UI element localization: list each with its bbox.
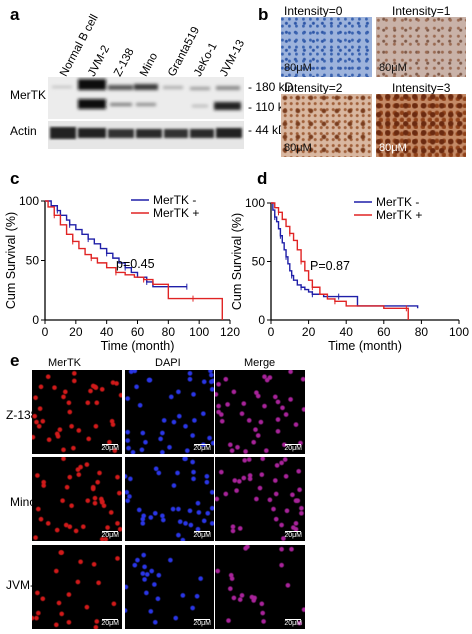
- if-image-z-138-dapi: 20μM: [125, 370, 214, 454]
- x-tick-label: 100: [449, 325, 469, 339]
- if-scale-bar: [285, 444, 301, 445]
- km-curve-mertk-neg: [45, 200, 187, 288]
- if-scale-label: 20μM: [284, 620, 302, 627]
- panel-b-label: b: [258, 5, 269, 24]
- if-scale-label: 20μM: [193, 620, 211, 627]
- ihc-image-intensity-2: 80μM: [281, 94, 372, 157]
- ihc-title-3: Intensity=3: [392, 81, 451, 95]
- x-tick-label: 40: [100, 325, 114, 339]
- if-scale-label: 20μM: [101, 445, 119, 452]
- x-tick-label: 80: [162, 325, 176, 339]
- panel-d-label: d: [257, 169, 268, 188]
- x-tick-label: 100: [189, 325, 209, 339]
- km-curve-mertk-pos: [271, 202, 409, 320]
- mertk-blot-image: [48, 77, 244, 119]
- actin-blot-image: [48, 121, 244, 149]
- if-row-mino: Mino: [10, 495, 37, 509]
- y-tick-label: 100: [19, 194, 39, 208]
- if-scale-label: 20μM: [193, 532, 211, 539]
- x-tick-label: 60: [377, 325, 391, 339]
- if-image-z-138-merge: 20μM: [215, 370, 305, 454]
- km-curve-mertk-pos: [45, 200, 223, 320]
- legend-label: MerTK -: [153, 193, 196, 207]
- if-col-mertk: MerTK: [48, 357, 81, 369]
- if-row-z138: Z-138: [6, 408, 38, 422]
- if-image-jvm-2-merge: 20μM: [215, 545, 305, 629]
- ihc-scale-3: 80μM: [379, 142, 407, 154]
- x-tick-label: 40: [340, 325, 354, 339]
- ihc-scale-2: 80μM: [284, 142, 312, 154]
- if-scale-bar: [194, 619, 210, 620]
- p-value: p=0.45: [116, 257, 155, 271]
- if-col-dapi: DAPI: [155, 357, 181, 369]
- ihc-scale-1: 80μM: [379, 62, 407, 74]
- if-image-mino-merge: 20μM: [215, 457, 305, 541]
- if-scale-bar: [194, 444, 210, 445]
- y-tick-label: 0: [258, 313, 265, 327]
- x-tick-label: 20: [302, 325, 316, 339]
- ihc-title-1: Intensity=1: [392, 4, 451, 18]
- panel-e-label: e: [10, 351, 20, 370]
- ihc-title-2: Intensity=2: [284, 81, 343, 95]
- marker-180kd: - 180 kD: [248, 80, 294, 94]
- ihc-title-0: Intensity=0: [284, 4, 343, 18]
- y-tick-label: 100: [245, 196, 265, 210]
- panel-c-label: c: [10, 169, 20, 188]
- x-tick-label: 0: [268, 325, 275, 339]
- marker-44kd: - 44 kD: [248, 123, 287, 137]
- if-image-z-138-mertk: 20μM: [32, 370, 122, 454]
- x-tick-label: 20: [69, 325, 83, 339]
- blot-row-label-mertk: MerTK: [10, 88, 46, 102]
- ihc-image-intensity-1: 80μM: [376, 17, 466, 77]
- if-scale-label: 20μM: [101, 532, 119, 539]
- y-tick-label: 50: [26, 254, 40, 268]
- if-scale-bar: [102, 531, 118, 532]
- x-tick-label: 120: [220, 325, 240, 339]
- if-scale-bar: [194, 531, 210, 532]
- if-scale-bar: [102, 444, 118, 445]
- ihc-scale-0: 80μM: [284, 62, 312, 74]
- blot-row-label-actin: Actin: [10, 124, 37, 138]
- if-image-jvm-2-mertk: 20μM: [32, 545, 122, 629]
- if-image-mino-mertk: 20μM: [32, 457, 122, 541]
- if-image-mino-dapi: 20μM: [125, 457, 214, 541]
- legend-label: MerTK +: [153, 206, 199, 220]
- legend-label: MerTK +: [376, 208, 422, 222]
- x-tick-label: 80: [415, 325, 429, 339]
- if-scale-bar: [285, 619, 301, 620]
- x-tick-label: 0: [42, 325, 49, 339]
- if-col-merge: Merge: [244, 357, 276, 369]
- if-scale-label: 20μM: [284, 532, 302, 539]
- km-curve-mertk-neg: [271, 202, 419, 309]
- ihc-image-intensity-0: 80μM: [281, 17, 372, 77]
- if-scale-label: 20μM: [101, 620, 119, 627]
- if-scale-bar: [285, 531, 301, 532]
- y-tick-label: 0: [32, 313, 39, 327]
- y-tick-label: 50: [252, 255, 266, 269]
- if-scale-bar: [102, 619, 118, 620]
- ihc-image-intensity-3: 80μM: [376, 94, 466, 157]
- x-axis-label: Time (month): [328, 339, 402, 353]
- if-scale-label: 20μM: [284, 445, 302, 452]
- if-image-jvm-2-dapi: 20μM: [125, 545, 214, 629]
- panel-a-label: a: [10, 5, 20, 24]
- x-tick-label: 60: [131, 325, 145, 339]
- p-value: P=0.87: [310, 259, 350, 273]
- if-scale-label: 20μM: [193, 445, 211, 452]
- y-axis-label: Cum Survival (%): [4, 212, 18, 309]
- x-axis-label: Time (month): [101, 339, 175, 353]
- legend-label: MerTK -: [376, 195, 419, 209]
- y-axis-label: Cum Survival (%): [230, 213, 244, 310]
